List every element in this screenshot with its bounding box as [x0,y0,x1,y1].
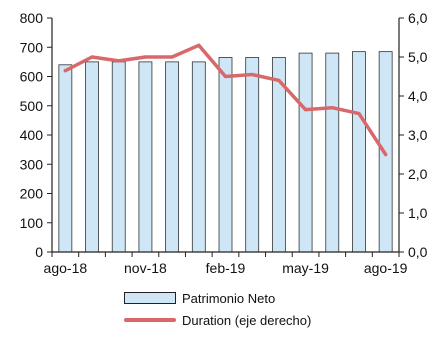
left-tick-label: 300 [20,156,44,172]
x-tick-label: feb-19 [206,260,246,276]
duration-point-feb-19 [223,74,228,79]
legend-bar-label: Patrimonio Neto [182,290,276,306]
right-tick-label: 3,0 [408,127,428,143]
x-tick-label: nov-18 [124,260,167,276]
bar-dic-18 [165,61,180,253]
bar-jul-19 [352,51,366,253]
right-tick-label: 6,0 [408,10,428,26]
left-tick-label: 100 [20,215,44,231]
duration-point-ago-18 [63,69,67,73]
line-series [63,43,388,157]
legend-bar-swatch [124,292,176,304]
axes [47,17,404,257]
left-tick-label: 500 [20,98,44,114]
duration-point-may-19 [303,108,308,112]
legend-line-label: Duration (eje derecho) [182,312,312,328]
left-tick-label: 0 [35,244,43,260]
duration-point-mar-19 [250,72,254,77]
x-tick-label: may-19 [282,260,329,276]
bar-sep-18 [85,61,99,253]
bar-nov-18 [138,61,153,253]
bar-ago-18 [58,64,73,253]
right-tick-label: 5,0 [408,49,428,65]
left-tick-label: 800 [20,10,44,26]
duration-point-ago-19 [384,152,388,157]
left-tick-label: 400 [20,127,44,143]
right-tick-label: 1,0 [408,205,428,221]
bar-ene-19 [191,61,206,253]
legend: Patrimonio Neto Duration (eje derecho) [124,288,354,332]
duration-point-jul-19 [357,111,361,116]
duration-point-abr-19 [277,78,281,82]
left-tick-label: 700 [20,39,44,55]
bar-mar-19 [245,57,260,253]
left-tick-label: 600 [20,69,44,85]
bar-feb-19 [218,57,233,253]
x-tick-label: ago-19 [364,260,408,276]
x-tick-label: ago-18 [44,260,88,276]
right-tick-label: 2,0 [408,166,428,182]
tick-labels: 0 100 200 300 400 500 600 700 800 0,0 1,0 2,0 3,0 4,0… [20,10,428,276]
duration-point-sep-18 [90,55,94,59]
duration-point-dic-18 [170,55,174,59]
bar-jun-19 [325,52,340,253]
left-tick-label: 200 [20,186,44,202]
legend-line-swatch [124,318,176,322]
duration-point-nov-18 [143,55,148,59]
duration-point-oct-18 [117,59,121,63]
legend-item-bar: Patrimonio Neto [124,288,354,308]
right-tick-label: 4,0 [408,88,428,104]
bar-series [58,51,393,253]
right-tick-label: 0,0 [408,244,428,260]
bar-oct-18 [111,61,126,253]
duration-point-ene-19 [197,43,201,47]
bar-may-19 [298,52,313,253]
legend-item-line: Duration (eje derecho) [124,310,354,330]
duration-point-jun-19 [330,106,334,110]
